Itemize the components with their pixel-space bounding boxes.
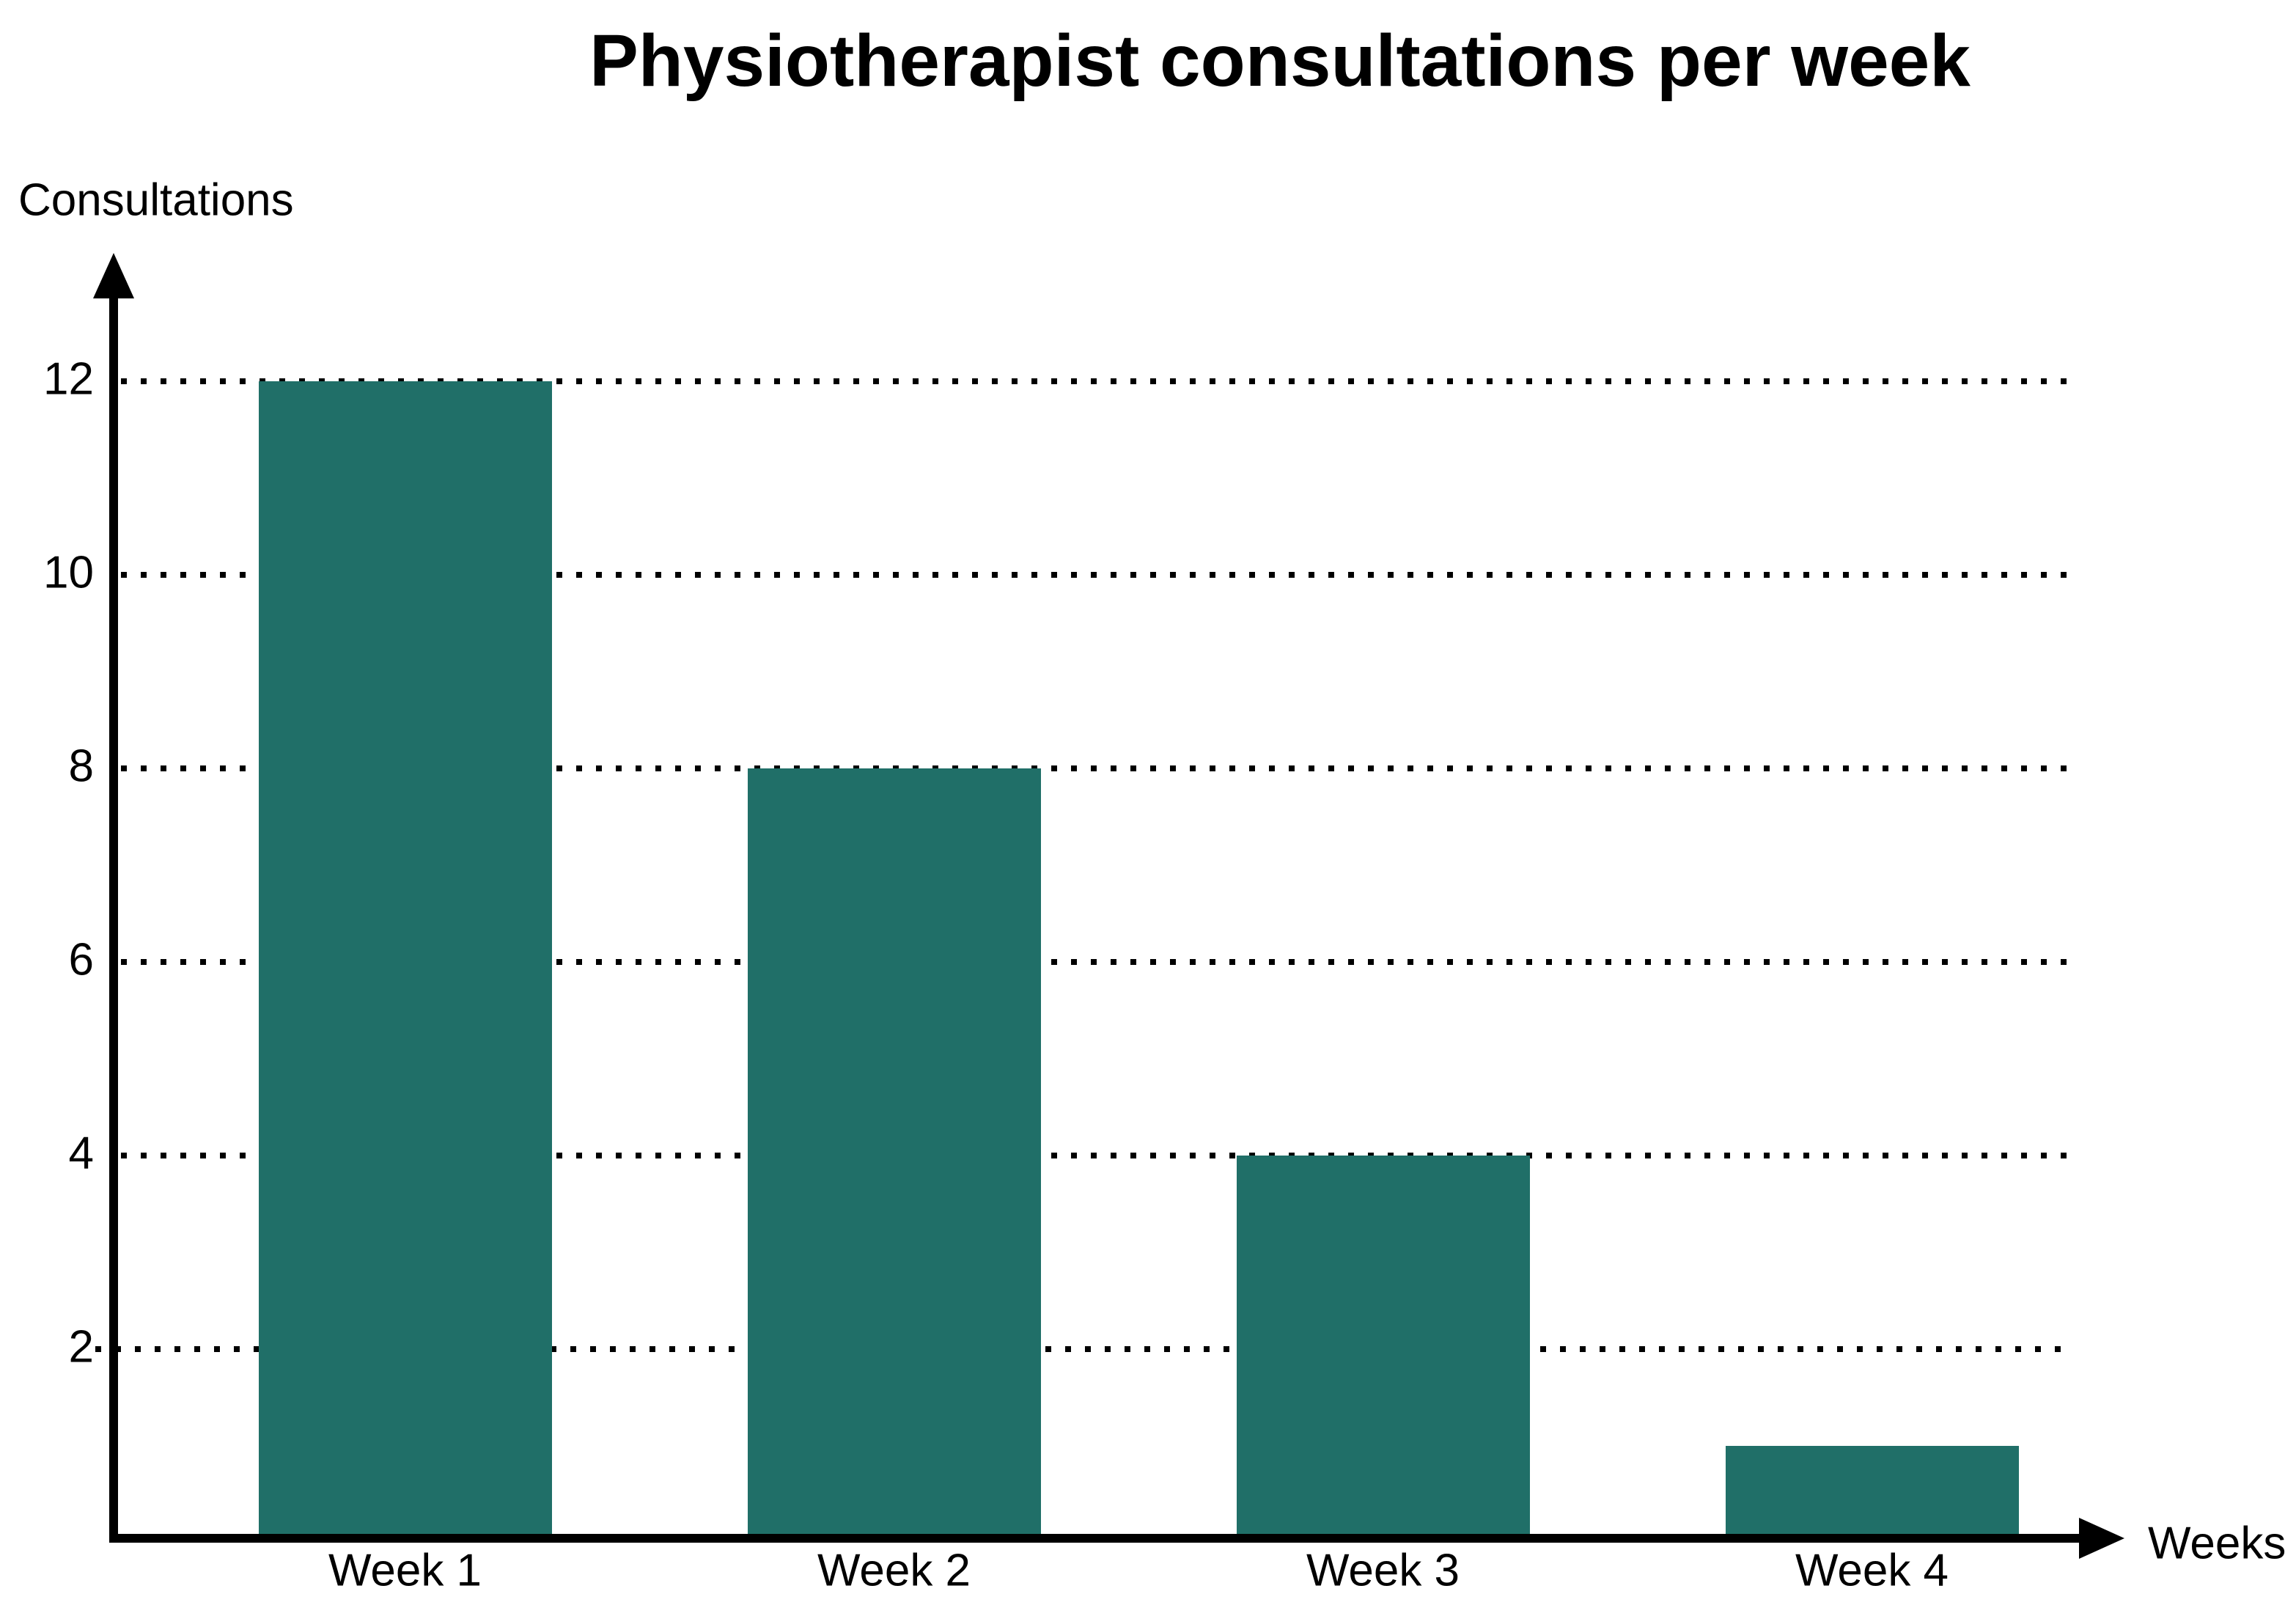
bar-week-4 — [1725, 1446, 2019, 1543]
x-category-label-4: Week 4 — [1795, 1545, 1949, 1596]
chart-title: Physiotherapist consultations per week — [589, 20, 1971, 102]
y-tick-label-8: 8 — [68, 741, 94, 792]
gridline-8 — [121, 765, 2075, 771]
y-tick-label-4: 4 — [68, 1128, 94, 1179]
x-axis-line — [109, 1534, 2086, 1543]
x-axis-arrow-icon — [2079, 1518, 2124, 1559]
x-axis-label: Weeks — [2148, 1518, 2286, 1569]
x-category-label-2: Week 2 — [817, 1545, 971, 1596]
y-axis-arrow-icon — [93, 253, 134, 298]
bar-week-2 — [747, 768, 1041, 1543]
y-tick-label-10: 10 — [43, 547, 94, 598]
gridline-2 — [95, 1346, 2075, 1352]
x-category-label-1: Week 1 — [328, 1545, 482, 1596]
y-tick-label-6: 6 — [68, 934, 94, 985]
y-tick-label-2: 2 — [68, 1321, 94, 1373]
y-axis-label: Consultations — [18, 175, 294, 226]
gridline-12 — [121, 378, 2075, 384]
bar-week-3 — [1236, 1156, 1530, 1543]
x-category-label-3: Week 3 — [1306, 1545, 1460, 1596]
y-axis-line — [109, 290, 118, 1543]
gridline-6 — [121, 959, 2075, 965]
gridline-10 — [121, 572, 2075, 578]
y-tick-label-12: 12 — [43, 353, 94, 405]
gridline-4 — [121, 1153, 2075, 1158]
bar-week-1 — [258, 381, 552, 1543]
